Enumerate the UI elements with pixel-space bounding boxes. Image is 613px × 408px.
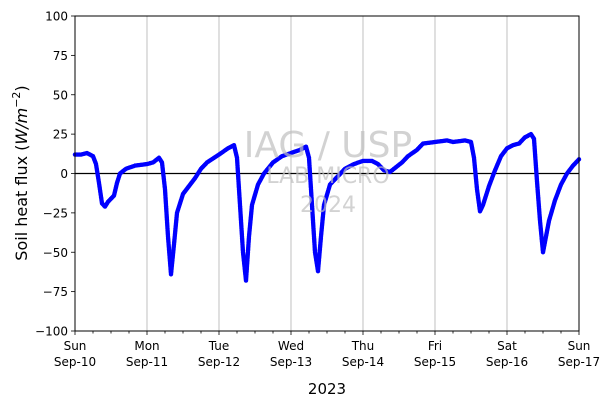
x-tick-day-label: Sat xyxy=(497,339,517,353)
x-tick-date-label: Sep-11 xyxy=(126,355,168,369)
x-tick-day-label: Tue xyxy=(208,339,230,353)
x-tick-day-label: Thu xyxy=(351,339,375,353)
x-tick-date-label: Sep-13 xyxy=(270,355,312,369)
x-tick-day-label: Fri xyxy=(428,339,442,353)
x-tick-day-label: Wed xyxy=(278,339,304,353)
x-tick-date-label: Sep-10 xyxy=(54,355,96,369)
x-tick-date-label: Sep-17 xyxy=(558,355,600,369)
y-tick-label: −25 xyxy=(43,206,68,220)
y-tick-label: 100 xyxy=(45,10,68,24)
y-axis: −100 −75 −50 −25 0 25 50 75 100 xyxy=(35,10,75,339)
svg-text:2024: 2024 xyxy=(300,193,356,218)
y-tick-label: −50 xyxy=(43,246,68,260)
y-tick-label: −100 xyxy=(35,325,68,339)
data-series xyxy=(72,131,582,283)
x-axis: Sun Sep-10 Mon Sep-11 Tue Sep-12 Wed Sep-13 Thu S… xyxy=(54,331,600,369)
x-tick-date-label: Sep-12 xyxy=(198,355,240,369)
y-tick-label: 25 xyxy=(53,128,68,142)
y-tick-label: 0 xyxy=(60,167,68,181)
x-axis-label: 2023 xyxy=(308,380,346,398)
x-tick-day-label: Sun xyxy=(568,339,591,353)
x-tick-date-label: Sep-16 xyxy=(486,355,528,369)
y-axis-label: Soil heat flux (W/m−2) xyxy=(10,85,31,260)
y-tick-label: 75 xyxy=(53,49,68,63)
svg-text:LAB MICRO: LAB MICRO xyxy=(266,164,389,189)
x-tick-day-label: Mon xyxy=(134,339,159,353)
x-tick-date-label: Sep-14 xyxy=(342,355,384,369)
watermark: IAG / USP LAB MICRO 2024 xyxy=(244,125,412,218)
y-tick-label: 50 xyxy=(53,88,68,102)
x-tick-day-label: Sun xyxy=(64,339,87,353)
y-tick-label: −75 xyxy=(43,285,68,299)
svg-text:IAG / USP: IAG / USP xyxy=(244,125,412,166)
x-tick-date-label: Sep-15 xyxy=(414,355,456,369)
